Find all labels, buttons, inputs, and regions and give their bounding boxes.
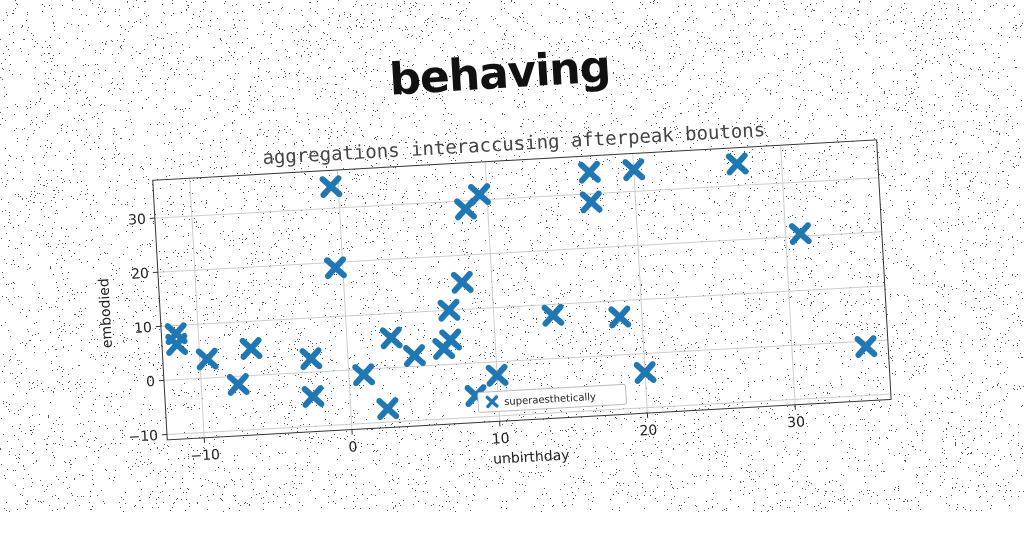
- legend: superaesthetically: [478, 384, 627, 412]
- data-point: [792, 225, 809, 242]
- data-point: [305, 388, 322, 405]
- x-tick-label: 30: [787, 414, 806, 431]
- y-tick-label: −10: [128, 428, 158, 446]
- data-points: [160, 149, 876, 429]
- data-point: [302, 350, 319, 367]
- x-tick-label: 0: [348, 439, 358, 455]
- data-point: [581, 164, 598, 181]
- data-point: [729, 155, 746, 172]
- x-tick-label: 20: [639, 423, 658, 440]
- data-point: [442, 332, 459, 349]
- x-tick-label: −10: [190, 447, 220, 465]
- data-point: [545, 307, 562, 324]
- data-point: [199, 351, 216, 368]
- y-tick-label: 10: [134, 320, 153, 337]
- data-point: [611, 309, 628, 326]
- x-tick-label: 10: [491, 431, 510, 448]
- data-point: [230, 376, 247, 393]
- data-point: [454, 274, 471, 291]
- y-tick-label: 20: [131, 266, 150, 283]
- data-point: [243, 340, 260, 357]
- chart-subtitle: aggregations interaccusing afterpeak bou…: [262, 119, 766, 169]
- data-point: [383, 329, 400, 346]
- y-grid-line: [164, 340, 888, 380]
- data-point: [322, 178, 339, 195]
- y-grid-line: [161, 286, 885, 326]
- y-tick-label: 30: [128, 212, 147, 229]
- x-grid-line: [337, 170, 352, 430]
- ticks: −10 0 10 20 30 −10 0 10 20 30: [116, 176, 805, 468]
- x-axis-label: unbirthday: [493, 447, 570, 467]
- y-tick-label: 0: [146, 374, 156, 390]
- data-point: [583, 193, 600, 210]
- y-grid-line: [158, 232, 882, 272]
- y-axis-label: embodied: [96, 278, 116, 349]
- data-point: [379, 400, 396, 417]
- x-grid-line: [781, 145, 796, 405]
- x-grid-line: [190, 178, 205, 438]
- data-point: [168, 336, 185, 353]
- y-grid-line: [155, 178, 879, 218]
- data-point: [406, 347, 423, 364]
